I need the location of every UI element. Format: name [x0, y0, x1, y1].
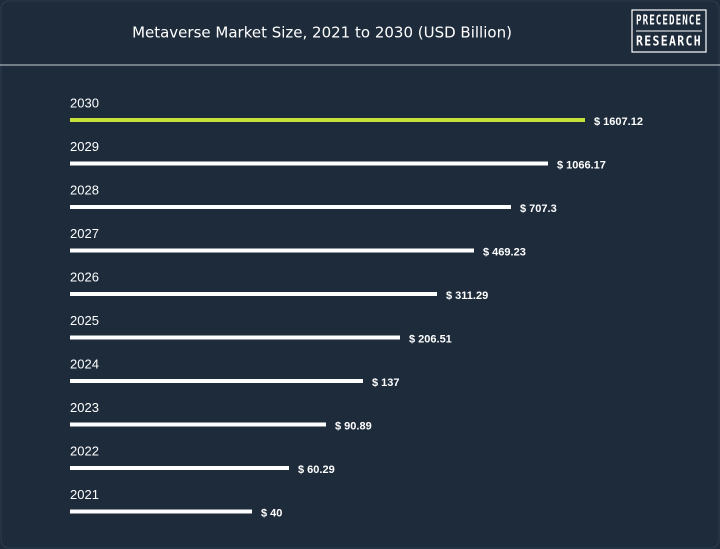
value-label: $ 311.29 — [446, 290, 488, 302]
category-label: 2026 — [70, 269, 99, 284]
category-label: 2028 — [70, 182, 99, 197]
bar — [70, 205, 511, 209]
category-label: 2030 — [70, 95, 99, 110]
bar — [70, 292, 438, 296]
category-label: 2027 — [70, 226, 99, 241]
category-label: 2025 — [70, 313, 99, 328]
logo-text: RESEARCH — [636, 35, 702, 50]
bar — [70, 379, 363, 383]
category-label: 2024 — [70, 356, 99, 371]
logo-box — [631, 9, 707, 53]
category-label: 2029 — [70, 139, 99, 154]
bar — [70, 509, 252, 514]
bar — [70, 248, 475, 253]
value-label: $ 90.89 — [335, 420, 372, 432]
value-label: $ 40 — [261, 507, 282, 519]
category-label: 2023 — [70, 400, 99, 415]
bar — [70, 422, 327, 427]
category-label: 2022 — [70, 443, 99, 458]
value-label: $ 469.23 — [483, 246, 526, 258]
bar — [70, 335, 400, 340]
bar — [70, 161, 548, 166]
chart-title: Metaverse Market Size, 2021 to 2030 (USD… — [132, 24, 512, 42]
value-label: $ 707.3 — [520, 203, 557, 215]
value-label: $ 137 — [372, 377, 400, 389]
bar — [70, 466, 289, 470]
category-label: 2021 — [70, 487, 99, 502]
value-label: $ 1607.12 — [594, 116, 643, 128]
value-label: $ 60.29 — [298, 464, 335, 476]
value-label: $ 206.51 — [409, 333, 452, 345]
value-label: $ 1066.17 — [557, 159, 606, 171]
logo-text: PRECEDENCE — [636, 14, 702, 29]
bar — [70, 118, 585, 122]
